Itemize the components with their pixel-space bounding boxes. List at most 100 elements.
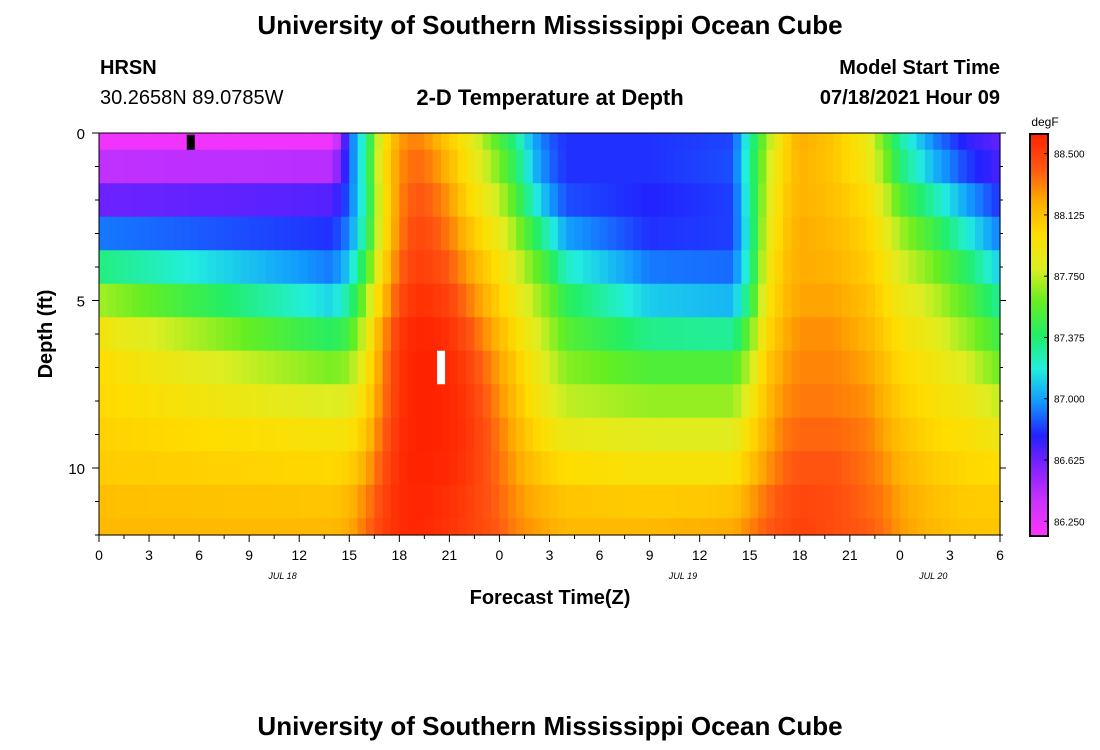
heatmap-cell xyxy=(699,250,709,285)
heatmap-cell xyxy=(833,484,843,519)
heatmap-cell xyxy=(215,417,225,452)
heatmap-cell xyxy=(607,451,617,486)
heatmap-cell xyxy=(224,149,234,184)
heatmap-cell xyxy=(808,216,818,251)
heatmap-cell xyxy=(532,149,542,184)
heatmap-cell xyxy=(966,283,976,318)
heatmap-cell xyxy=(374,250,384,285)
heatmap-cell xyxy=(140,317,150,352)
heatmap-cell xyxy=(441,484,450,519)
heatmap-cell xyxy=(491,417,501,452)
heatmap-cell xyxy=(399,317,409,352)
heatmap-cell xyxy=(282,417,292,452)
heatmap-cell xyxy=(207,283,217,318)
heatmap-cell xyxy=(124,149,133,184)
heatmap-cell xyxy=(299,384,309,419)
heatmap-cell xyxy=(632,484,642,519)
heatmap-cell xyxy=(174,250,184,285)
heatmap-cell xyxy=(858,133,868,151)
heatmap-cell xyxy=(499,518,509,536)
heatmap-cell xyxy=(240,384,250,419)
heatmap-cell xyxy=(249,133,259,151)
heatmap-cell xyxy=(340,350,350,385)
heatmap-cell xyxy=(232,384,242,419)
heatmap-cell xyxy=(207,417,217,452)
heatmap-cell xyxy=(541,250,551,285)
heatmap-cell xyxy=(324,451,334,486)
heatmap-cell xyxy=(541,133,551,151)
heatmap-cell xyxy=(891,417,901,452)
heatmap-cell xyxy=(107,384,117,419)
heatmap-cell xyxy=(374,518,384,536)
heatmap-cell xyxy=(390,283,400,318)
heatmap-cell xyxy=(274,133,284,151)
heatmap-cell xyxy=(733,250,742,285)
heatmap-cell xyxy=(174,216,184,251)
heatmap-cell xyxy=(190,133,200,151)
heatmap-cell xyxy=(99,149,108,184)
heatmap-cell xyxy=(724,518,734,536)
heatmap-cell xyxy=(441,283,450,318)
heatmap-cell xyxy=(824,484,834,519)
heatmap-cell xyxy=(132,183,142,218)
heatmap-cell xyxy=(224,317,234,352)
heatmap-cell xyxy=(140,183,150,218)
heatmap-cell xyxy=(466,149,476,184)
heatmap-cell xyxy=(557,417,567,452)
heatmap-cell xyxy=(299,183,309,218)
heatmap-cell xyxy=(566,317,576,352)
heatmap-cell xyxy=(733,451,742,486)
heatmap-cell xyxy=(574,484,584,519)
heatmap-cell xyxy=(632,250,642,285)
heatmap-cell xyxy=(916,133,926,151)
heatmap-cell xyxy=(549,350,559,385)
heatmap-cell xyxy=(657,183,667,218)
heatmap-cell xyxy=(265,133,275,151)
heatmap-cell xyxy=(407,133,417,151)
page-title: University of Southern Mississippi Ocean… xyxy=(257,10,843,40)
heatmap-cell xyxy=(349,149,359,184)
heatmap-cell xyxy=(257,250,267,285)
heatmap-cell xyxy=(174,283,184,318)
heatmap-cell xyxy=(733,317,742,352)
heatmap-cell xyxy=(958,216,968,251)
heatmap-cell xyxy=(616,518,626,536)
heatmap-cell xyxy=(265,283,275,318)
heatmap-cell xyxy=(232,484,242,519)
heatmap-cell xyxy=(232,451,242,486)
heatmap-cell xyxy=(891,283,901,318)
heatmap-cell xyxy=(941,133,951,151)
heatmap-cell xyxy=(949,384,959,419)
heatmap-cell xyxy=(240,484,250,519)
heatmap-cell xyxy=(891,350,901,385)
heatmap-cell xyxy=(774,484,784,519)
heatmap-cell xyxy=(708,250,717,285)
heatmap-cell xyxy=(157,149,167,184)
heatmap-cell xyxy=(616,417,626,452)
heatmap-cell xyxy=(190,317,200,352)
heatmap-cell xyxy=(641,451,651,486)
heatmap-cell xyxy=(174,518,184,536)
heatmap-cell xyxy=(858,451,868,486)
heatmap-cell xyxy=(424,183,434,218)
heatmap-cell xyxy=(265,317,275,352)
heatmap-cell xyxy=(349,417,359,452)
heatmap-cell xyxy=(791,183,801,218)
heatmap-cell xyxy=(641,283,651,318)
heatmap-cell xyxy=(541,149,551,184)
heatmap-cell xyxy=(157,133,167,151)
heatmap-cell xyxy=(682,283,692,318)
heatmap-cell xyxy=(532,250,542,285)
heatmap-cell xyxy=(282,451,292,486)
heatmap-cell xyxy=(174,183,184,218)
heatmap-cell xyxy=(115,518,125,536)
heatmap-cell xyxy=(641,417,651,452)
heatmap-cell xyxy=(240,350,250,385)
heatmap-cell xyxy=(682,133,692,151)
heatmap-cell xyxy=(207,317,217,352)
heatmap-cell xyxy=(783,250,793,285)
heatmap-cell xyxy=(457,350,467,385)
heatmap-cell xyxy=(666,451,676,486)
heatmap-cell xyxy=(724,183,734,218)
heatmap-cell xyxy=(766,216,776,251)
